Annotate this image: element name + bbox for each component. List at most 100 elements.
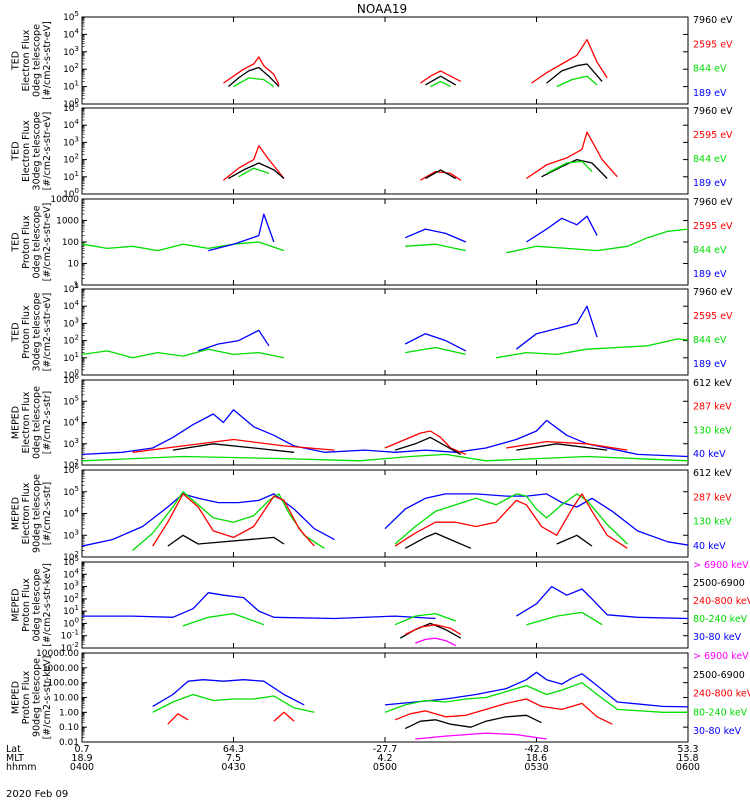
panel-frame — [81, 288, 689, 376]
axis-row-value: 0.7 — [74, 744, 89, 755]
y-axis-label: Proton Flux — [21, 578, 32, 632]
axis-row-value: 18.6 — [526, 753, 547, 764]
y-tick-label: 105 — [63, 10, 79, 23]
y-tick-label: 101 — [63, 351, 79, 364]
y-axis-label: MEPED — [10, 588, 21, 621]
y-axis-label: 0deg telescope — [31, 386, 42, 459]
panel-frame — [81, 198, 689, 286]
axis-row-label: Lat — [6, 744, 21, 755]
series-line-blue — [515, 585, 688, 620]
series-line-green — [405, 346, 466, 356]
series-group — [82, 305, 688, 359]
panel-frame — [81, 16, 689, 105]
y-axis-label: Proton Flux — [21, 305, 32, 359]
y-tick-label: 100 — [63, 616, 79, 629]
y-axis-label: Proton Flux — [21, 215, 32, 269]
series-line-blue — [152, 679, 305, 707]
y-axis-label: Proton Flux — [21, 670, 32, 724]
series-line-red — [394, 698, 613, 725]
legend-entry: 80-240 keV — [693, 707, 748, 718]
axis-row-value: -27.7 — [373, 744, 398, 755]
series-line-green — [506, 228, 688, 254]
series-line-black — [404, 532, 472, 549]
legend-entry: 2500-6900 — [693, 670, 745, 681]
y-axis-label: Electron Flux — [21, 29, 32, 91]
legend-entry: 240-800 keV — [693, 596, 750, 607]
panel-8: 0.01 0.10 1.00 10.00 100.00 1000.00 10000.00 ME… — [10, 649, 750, 748]
legend-entry: 2595 eV — [693, 39, 733, 50]
y-tick-label: 103 — [63, 580, 79, 593]
series-line-green — [152, 693, 315, 713]
axis-row-value: 7.5 — [226, 753, 241, 764]
y-tick-label: 10000.00 — [36, 649, 79, 659]
series-line-green — [546, 160, 593, 174]
legend-entry: 7960 eV — [693, 287, 733, 298]
series-line-blue — [515, 305, 598, 350]
series-line-red — [222, 145, 285, 181]
y-axis-label: Electron Flux — [21, 482, 32, 544]
y-axis-label: MEPED — [10, 681, 21, 714]
axis-row-value: 53.3 — [677, 744, 698, 755]
series-line-black — [425, 75, 457, 86]
y-tick-label: 104 — [63, 416, 79, 429]
y-axis-label: TED — [10, 232, 21, 252]
y-tick-label: 10 — [68, 260, 80, 270]
series-line-green — [556, 75, 598, 88]
y-axis-label: TED — [10, 322, 21, 342]
y-tick-label: 104 — [63, 507, 79, 520]
y-axis-label: [#/cm2-s-str] — [42, 482, 53, 545]
legend-entry: 844 eV — [693, 64, 727, 75]
series-line-black — [541, 158, 608, 179]
legend-entry: 612 keV — [693, 378, 732, 389]
y-axis-label: 0deg telescope — [31, 24, 42, 97]
y-tick-label: 0.01 — [59, 738, 79, 748]
time-axis: Lat 0.7 64.3 -27.7 -42.8 53.3 MLT 18.9 7.5 4.2 18.… — [6, 744, 700, 773]
panel-frame — [81, 379, 689, 466]
y-axis-label: MEPED — [10, 406, 21, 439]
y-axis-label: 30deg telescope — [31, 111, 42, 190]
y-axis-label: TED — [10, 51, 21, 71]
axis-row-label: MLT — [6, 753, 24, 764]
legend-entry: 30-80 keV — [693, 726, 742, 737]
series-line-blue — [384, 671, 688, 708]
y-axis-label: 30deg telescope — [31, 292, 42, 371]
legend-entry: 844 eV — [693, 245, 727, 256]
y-tick-label: 103 — [63, 135, 79, 148]
y-tick-label: 104 — [63, 567, 79, 580]
axis-row-value: 0530 — [524, 762, 548, 773]
y-axis-label: 90deg telescope — [31, 474, 42, 553]
series-line-black — [167, 534, 285, 547]
legend-entry: 240-800 keV — [693, 689, 750, 700]
y-axis-label: [#/cm2-s-str-eV] — [42, 112, 53, 191]
series-line-red — [420, 170, 462, 181]
y-axis-label: [#/cm2-s-str-keV] — [42, 563, 53, 647]
series-line-green — [82, 241, 285, 252]
panel-3: 1 10 100 1000 10000 TED Proton Flux 0deg telesc… — [10, 195, 733, 291]
series-line-black — [556, 534, 593, 547]
series-line-red — [167, 713, 189, 725]
y-axis-label: 0deg telescope — [31, 568, 42, 641]
series-line-red — [506, 440, 628, 451]
axis-row-value: 4.2 — [377, 753, 392, 764]
axis-row-value: 0430 — [221, 762, 245, 773]
legend-entry: > 6900 keV — [693, 560, 749, 571]
y-tick-label: 102 — [63, 153, 79, 166]
y-axis-label: TED — [10, 141, 21, 161]
y-tick-label: 104 — [63, 299, 79, 312]
series-line-magenta — [415, 637, 456, 647]
series-line-green — [405, 243, 466, 252]
legend-entry: 189 eV — [693, 359, 727, 370]
legend-entry: 844 eV — [693, 335, 727, 346]
series-line-green — [238, 167, 270, 178]
y-axis-label: [#/cm2-s-str] — [42, 391, 53, 454]
series-line-blue — [82, 592, 436, 620]
series-line-black — [228, 162, 285, 180]
series-line-red — [273, 711, 295, 722]
legend-entry: 130 keV — [693, 517, 732, 528]
axis-row-value: 0400 — [70, 762, 94, 773]
series-line-black — [394, 436, 462, 455]
series-line-blue — [526, 215, 598, 243]
